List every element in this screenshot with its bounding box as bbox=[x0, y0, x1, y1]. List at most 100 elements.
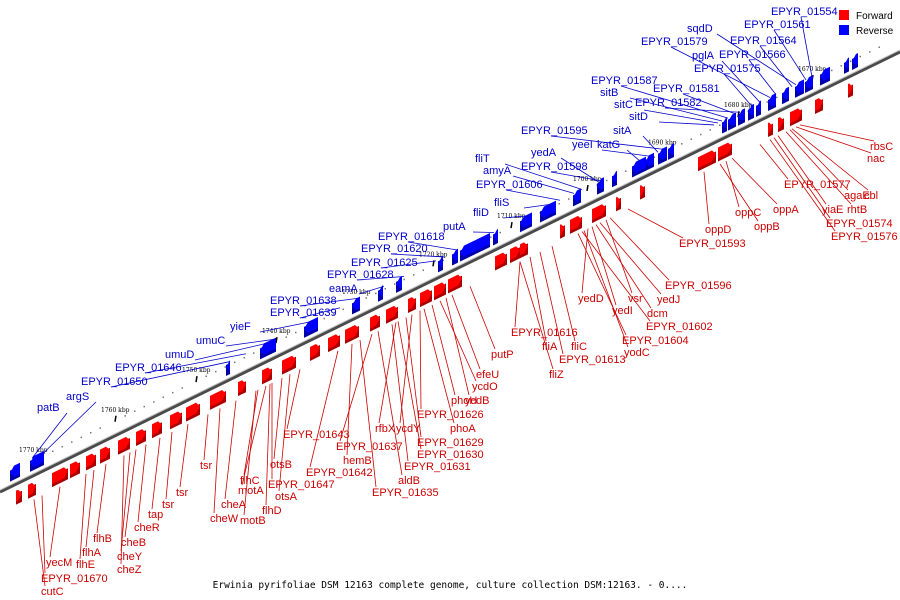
forward-gene-leader bbox=[773, 137, 831, 219]
forward-gene-leader bbox=[124, 449, 137, 538]
reverse-gene-arrow bbox=[352, 296, 360, 315]
reverse-gene-leader bbox=[380, 260, 437, 269]
forward-gene-arrow bbox=[186, 402, 200, 422]
forward-gene-label: cheB bbox=[121, 537, 146, 549]
reverse-gene-label: EPYR_01595 bbox=[521, 125, 588, 137]
reverse-gene-leader bbox=[259, 321, 313, 333]
legend-forward-label: Forward bbox=[856, 11, 893, 22]
forward-gene-label: flhD bbox=[262, 505, 282, 517]
forward-gene-label: yedJ bbox=[657, 294, 680, 306]
forward-gene-label: EPYR_01637 bbox=[336, 441, 403, 453]
forward-gene-arrow bbox=[345, 324, 359, 344]
forward-gene-arrow bbox=[592, 204, 606, 224]
reverse-gene-arrow bbox=[493, 229, 498, 246]
reverse-gene-label: EPYR_01618 bbox=[378, 231, 445, 243]
forward-gene-label: fliC bbox=[571, 341, 587, 353]
forward-gene-label: EPYR_01670 bbox=[41, 573, 108, 585]
forward-gene-arrow bbox=[848, 83, 853, 98]
forward-gene-leader bbox=[33, 499, 46, 587]
forward-gene-leader bbox=[79, 473, 87, 560]
reverse-gene-leader bbox=[658, 121, 715, 126]
reverse-gene-arrow bbox=[795, 79, 804, 98]
reverse-gene-arrow bbox=[396, 275, 402, 293]
forward-gene-leader bbox=[120, 455, 125, 565]
reverse-gene-label: fliD bbox=[473, 207, 489, 219]
forward-gene-label: vsr bbox=[628, 293, 643, 305]
reverse-gene-leader bbox=[643, 109, 719, 124]
forward-gene-arrow bbox=[778, 117, 784, 133]
legend-reverse-swatch bbox=[839, 25, 849, 35]
forward-gene-leader bbox=[731, 157, 778, 205]
reverse-gene-label: yedA bbox=[531, 147, 557, 159]
forward-gene-label: EPYR_01642 bbox=[306, 467, 373, 479]
reverse-gene-leader bbox=[110, 361, 231, 388]
reverse-gene-leader bbox=[759, 45, 793, 88]
reverse-gene-label: sqdD bbox=[687, 23, 713, 35]
tick-label: 1770 kbp bbox=[19, 447, 48, 454]
reverse-gene-arrow bbox=[452, 248, 458, 266]
reverse-gene-leader bbox=[225, 338, 277, 347]
forward-gene-arrow bbox=[328, 334, 340, 353]
reverse-gene-leader bbox=[356, 276, 405, 281]
forward-gene-leader bbox=[799, 124, 875, 142]
forward-gene-label: EPYR_01576 bbox=[831, 231, 898, 243]
forward-gene-label: fliA bbox=[542, 341, 558, 353]
forward-gene-arrow bbox=[170, 411, 182, 430]
reverse-gene-label: sitB bbox=[600, 87, 618, 99]
reverse-gene-leader bbox=[642, 135, 659, 153]
forward-gene-leader bbox=[151, 437, 161, 510]
reverse-gene-label: fliS bbox=[494, 197, 509, 209]
reverse-gene-arrow bbox=[645, 152, 654, 172]
reverse-gene-label: pglA bbox=[692, 50, 715, 62]
reverse-gene-arrow bbox=[10, 462, 20, 482]
tick-label: 1760 kbp bbox=[101, 407, 130, 414]
forward-gene-leader bbox=[41, 495, 46, 574]
forward-gene-leader bbox=[405, 317, 422, 438]
reverse-gene-leader bbox=[748, 59, 777, 95]
genome-backbone-highlight bbox=[0, 49, 900, 491]
forward-gene-leader bbox=[165, 431, 173, 500]
forward-gene-arrow bbox=[768, 122, 773, 138]
forward-gene-label: flhC bbox=[240, 475, 260, 487]
reverse-gene-label: katG bbox=[597, 139, 620, 151]
reverse-gene-leader bbox=[716, 33, 797, 86]
forward-gene-leader bbox=[514, 261, 521, 328]
forward-gene-arrow bbox=[560, 224, 565, 239]
forward-gene-arrow bbox=[152, 421, 162, 439]
forward-gene-label: EPYR_01577 bbox=[784, 179, 851, 191]
reverse-gene-label: sitA bbox=[613, 125, 632, 137]
forward-gene-label: yodC bbox=[624, 347, 650, 359]
forward-gene-leader bbox=[719, 163, 759, 222]
forward-gene-arrow bbox=[570, 215, 582, 234]
reverse-gene-arrow bbox=[378, 285, 383, 302]
reverse-gene-label: amyA bbox=[483, 165, 512, 177]
forward-gene-arrow bbox=[790, 108, 802, 127]
forward-gene-arrow bbox=[370, 314, 380, 332]
forward-gene-label: yiaE bbox=[822, 204, 843, 216]
reverse-gene-leader bbox=[682, 93, 737, 115]
forward-gene-leader bbox=[378, 322, 397, 424]
reverse-gene-leader bbox=[504, 163, 583, 190]
reverse-gene-arrow bbox=[540, 200, 556, 223]
forward-gene-leader bbox=[309, 350, 339, 468]
forward-gene-arrow bbox=[86, 453, 96, 471]
tick-label: 1750 kbp bbox=[182, 367, 211, 374]
reverse-gene-label: EPYR_01561 bbox=[744, 19, 811, 31]
forward-gene-label: tsr bbox=[176, 487, 189, 499]
reverse-gene-arrow bbox=[573, 188, 581, 207]
forward-gene-arrow bbox=[52, 467, 68, 488]
reverse-gene-arrow bbox=[844, 57, 849, 74]
forward-gene-label: flhB bbox=[93, 533, 112, 545]
reverse-gene-label: EPYR_01620 bbox=[361, 243, 428, 255]
forward-gene-label: rbsC bbox=[870, 141, 893, 153]
reverse-gene-label: EPYR_01579 bbox=[641, 36, 708, 48]
forward-gene-leader bbox=[241, 385, 267, 486]
reverse-gene-label: EPYR_01628 bbox=[327, 269, 394, 281]
forward-gene-arrow bbox=[118, 436, 130, 455]
reverse-gene-leader bbox=[144, 353, 247, 374]
reverse-gene-leader bbox=[550, 171, 601, 182]
reverse-gene-arrow bbox=[722, 117, 727, 134]
forward-gene-leader bbox=[591, 226, 617, 306]
forward-gene-label: efeU bbox=[476, 369, 499, 381]
reverse-gene-leader bbox=[773, 29, 807, 81]
